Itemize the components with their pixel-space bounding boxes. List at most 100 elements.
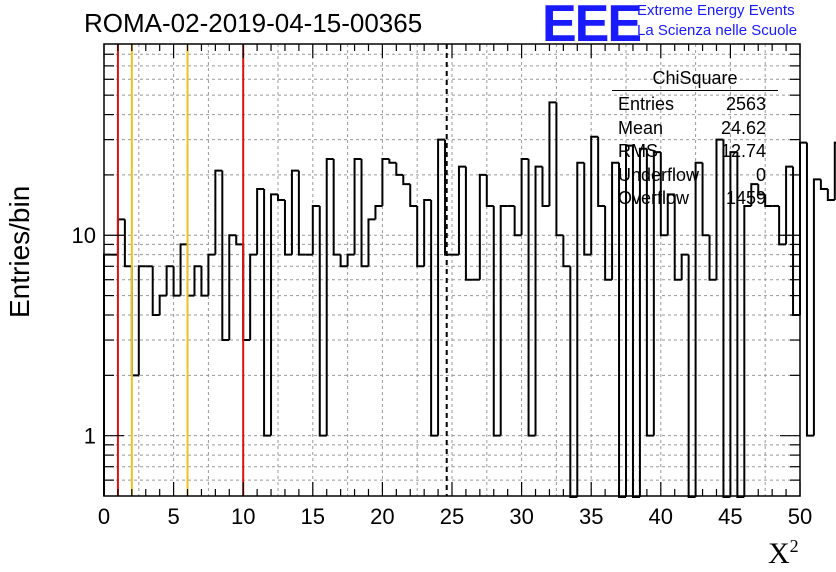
histogram-bin [555, 102, 564, 237]
histogram-bin [701, 162, 710, 237]
histogram-bin [750, 183, 759, 206]
histogram-bin [722, 139, 731, 498]
x-tick-label: 20 [370, 504, 394, 529]
histogram-bin [283, 199, 292, 256]
stats-box: ChiSquare Entries 2563 Mean 24.62 RMS 12.74… [612, 68, 778, 211]
logo-line-2: La Scienza nelle Scuole [637, 22, 798, 39]
histogram-bin [130, 266, 139, 377]
histogram-bin [277, 194, 285, 201]
histogram-bin [604, 205, 613, 281]
histogram-bin [200, 266, 209, 297]
x-tick-label: 40 [649, 504, 673, 529]
stats-title: ChiSquare [612, 68, 778, 91]
stats-row-mean: Mean 24.62 [618, 117, 766, 138]
histogram-bin [346, 253, 355, 267]
histogram-bin [694, 161, 703, 497]
y-tick-label: 1 [84, 424, 96, 449]
histogram-bin [492, 205, 501, 437]
histogram-bin [179, 243, 188, 296]
stats-row-underflow: Underflow 0 [618, 164, 766, 185]
histogram-bin [409, 184, 418, 207]
histogram-bin [395, 162, 404, 176]
histogram-bin [666, 193, 675, 236]
histogram-bin [186, 244, 195, 297]
histogram-bin [249, 253, 258, 341]
histogram-bin [625, 144, 633, 497]
histogram-bin [611, 161, 620, 280]
histogram-bin [792, 166, 800, 317]
axes: 0 5 10 15 20 25 30 35 40 45 50 1 10 [72, 43, 812, 529]
histogram-bin [207, 253, 216, 296]
histogram-bin [123, 219, 132, 268]
stats-row-overflow: Overflow 1459 [618, 188, 766, 208]
histogram-bin [339, 254, 348, 268]
histogram-bin [270, 193, 278, 436]
histogram-bin [743, 204, 752, 497]
x-tick-label: 10 [231, 504, 255, 529]
histogram-bin [381, 158, 390, 206]
histogram-bin [562, 235, 571, 268]
histogram-bin [437, 138, 446, 436]
histogram-bin [764, 194, 773, 207]
stats-row-rms: RMS 12.74 [618, 141, 766, 161]
histogram-bin [478, 173, 487, 280]
histogram-bin [430, 199, 439, 437]
x-tick-label: 50 [788, 504, 812, 529]
histogram-bin [228, 234, 237, 341]
histogram-bin [597, 136, 606, 207]
histogram-bin [659, 152, 668, 237]
histogram-bin [534, 165, 543, 436]
histogram-bin [499, 204, 508, 436]
histogram-bin [137, 265, 146, 376]
histogram-bin [819, 179, 828, 191]
x-tick-label: 0 [98, 504, 110, 529]
histogram-bin [778, 205, 787, 246]
x-tick-label: 15 [301, 504, 325, 529]
histogram-bin [618, 162, 626, 498]
stats-row-entries: Entries 2563 [618, 94, 766, 114]
x-axis-label: X2 [768, 536, 799, 570]
histogram-bin [116, 218, 125, 255]
histogram-bin [172, 266, 181, 297]
histogram-bin [444, 139, 452, 256]
histogram-bin [569, 266, 578, 498]
histogram-bin [332, 159, 341, 256]
histogram-bin [151, 266, 160, 317]
histogram-bin [680, 253, 689, 280]
histogram-bin [757, 184, 766, 196]
histogram-bin [833, 141, 836, 200]
histogram-bin [256, 188, 265, 255]
histogram-bin [645, 148, 654, 437]
histogram-bin [402, 174, 411, 186]
histogram-bin [193, 265, 202, 296]
histogram-bin [687, 254, 696, 498]
y-axis-label: Entries/bin [4, 185, 35, 318]
histogram-bin [374, 204, 383, 220]
x-tick-label: 30 [509, 504, 533, 529]
x-tick-label: 35 [579, 504, 603, 529]
histogram-bin [576, 161, 585, 497]
eee-logo: EEE [542, 0, 642, 53]
histogram-bin [513, 205, 522, 237]
histogram-bin [311, 204, 320, 255]
histogram-bin [729, 151, 738, 497]
histogram-bin [812, 178, 821, 436]
logo-line-1: Extreme Energy Events [637, 2, 795, 19]
histogram-bin [590, 135, 599, 255]
histogram-bin [416, 205, 425, 268]
marker-lines [116, 44, 448, 496]
x-tick-label: 5 [167, 504, 179, 529]
histogram-bin [297, 170, 306, 256]
histogram-bin [353, 158, 362, 255]
histogram-bin [221, 170, 230, 342]
histogram-bin [673, 194, 682, 281]
histogram-bin [242, 244, 251, 342]
histogram-bin [527, 159, 536, 437]
histogram-bin [214, 169, 223, 255]
histogram-bin [520, 158, 529, 236]
histogram-bin [360, 159, 369, 268]
histogram-bin [736, 152, 745, 498]
histogram-bin [631, 145, 640, 498]
histogram-bin [485, 174, 494, 207]
